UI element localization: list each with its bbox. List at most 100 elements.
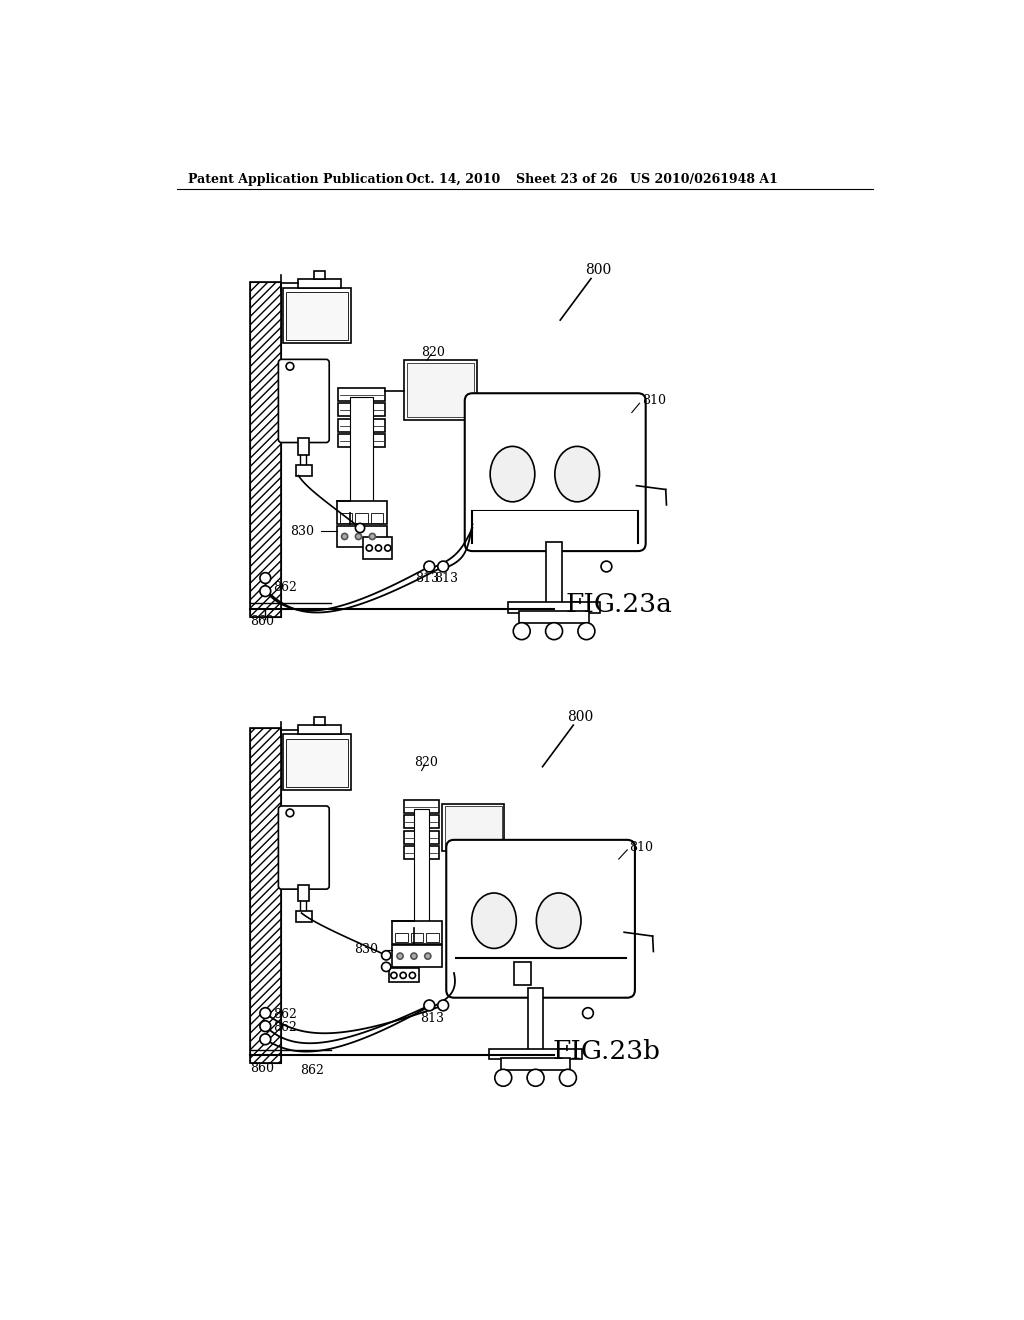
Text: Oct. 14, 2010: Oct. 14, 2010 <box>407 173 501 186</box>
Circle shape <box>260 1020 270 1032</box>
Circle shape <box>513 623 530 640</box>
Circle shape <box>260 1007 270 1019</box>
Circle shape <box>260 573 270 583</box>
Circle shape <box>527 1069 544 1086</box>
Bar <box>283 734 351 789</box>
Circle shape <box>355 533 361 540</box>
Bar <box>296 911 311 923</box>
Text: 800: 800 <box>585 263 611 277</box>
Bar <box>339 404 385 416</box>
Circle shape <box>578 623 595 640</box>
Bar <box>339 434 385 447</box>
Bar <box>392 921 442 944</box>
FancyBboxPatch shape <box>446 840 635 998</box>
Text: FIG.23b: FIG.23b <box>553 1039 660 1064</box>
Circle shape <box>385 545 391 552</box>
Text: 813: 813 <box>416 572 439 585</box>
Text: 820: 820 <box>422 346 445 359</box>
Circle shape <box>546 623 562 640</box>
Bar <box>339 418 385 432</box>
Bar <box>298 279 341 288</box>
Bar <box>403 800 438 813</box>
Bar <box>371 513 383 523</box>
Bar <box>250 281 281 616</box>
Circle shape <box>438 561 449 572</box>
Text: 860: 860 <box>250 615 273 628</box>
Circle shape <box>370 533 376 540</box>
Bar <box>250 729 281 1063</box>
Ellipse shape <box>555 446 599 502</box>
Bar <box>501 1057 570 1071</box>
Circle shape <box>438 1001 449 1011</box>
Bar <box>403 830 438 843</box>
Circle shape <box>397 953 403 960</box>
Text: 820: 820 <box>414 756 438 770</box>
Circle shape <box>355 523 365 532</box>
Bar <box>339 388 385 401</box>
Bar <box>250 729 281 1063</box>
Bar <box>442 804 504 851</box>
Text: 830: 830 <box>290 524 314 537</box>
Bar <box>298 884 309 902</box>
Circle shape <box>495 1069 512 1086</box>
Text: 860: 860 <box>250 1063 273 1074</box>
Circle shape <box>342 533 348 540</box>
Text: 862: 862 <box>273 581 297 594</box>
Bar <box>355 513 368 523</box>
Circle shape <box>286 363 294 370</box>
Bar <box>286 739 348 787</box>
Circle shape <box>391 973 397 978</box>
Bar <box>403 360 477 420</box>
FancyBboxPatch shape <box>465 393 646 552</box>
Text: US 2010/0261948 A1: US 2010/0261948 A1 <box>630 173 777 186</box>
Circle shape <box>286 809 294 817</box>
Circle shape <box>411 953 417 960</box>
Bar <box>313 271 326 279</box>
Text: 813: 813 <box>420 1012 444 1026</box>
Circle shape <box>424 1001 435 1011</box>
Bar <box>444 807 502 849</box>
Bar <box>532 515 550 539</box>
Text: 810: 810 <box>643 395 667 408</box>
Text: FIG.23a: FIG.23a <box>565 593 673 618</box>
Text: 862: 862 <box>273 1008 297 1022</box>
Text: 830: 830 <box>354 944 378 957</box>
Bar <box>392 945 442 966</box>
Text: 862: 862 <box>300 1064 324 1077</box>
Bar <box>298 438 309 455</box>
Bar <box>414 809 429 928</box>
Ellipse shape <box>490 446 535 502</box>
Bar <box>547 541 562 603</box>
Text: 813: 813 <box>434 572 458 585</box>
Circle shape <box>382 962 391 972</box>
Circle shape <box>382 950 391 960</box>
Bar <box>337 525 387 548</box>
Bar <box>389 969 419 982</box>
Circle shape <box>425 953 431 960</box>
Bar <box>489 1048 582 1059</box>
Circle shape <box>376 545 382 552</box>
Circle shape <box>559 1069 577 1086</box>
Bar <box>508 602 600 612</box>
Bar <box>519 611 589 623</box>
Bar <box>250 281 281 616</box>
Circle shape <box>260 1034 270 1044</box>
Circle shape <box>400 973 407 978</box>
Circle shape <box>367 545 373 552</box>
Bar <box>426 933 438 942</box>
Bar <box>313 718 326 725</box>
Bar <box>337 502 387 524</box>
Ellipse shape <box>472 894 516 948</box>
Circle shape <box>601 561 611 572</box>
Bar <box>403 816 438 829</box>
Circle shape <box>260 586 270 597</box>
FancyBboxPatch shape <box>279 807 330 890</box>
Text: Patent Application Publication: Patent Application Publication <box>188 173 403 186</box>
Ellipse shape <box>537 894 581 948</box>
Bar <box>514 961 531 985</box>
Text: 862: 862 <box>273 1022 297 1035</box>
Bar <box>340 513 352 523</box>
Bar <box>298 725 341 734</box>
Circle shape <box>424 561 435 572</box>
Text: 800: 800 <box>567 710 593 723</box>
